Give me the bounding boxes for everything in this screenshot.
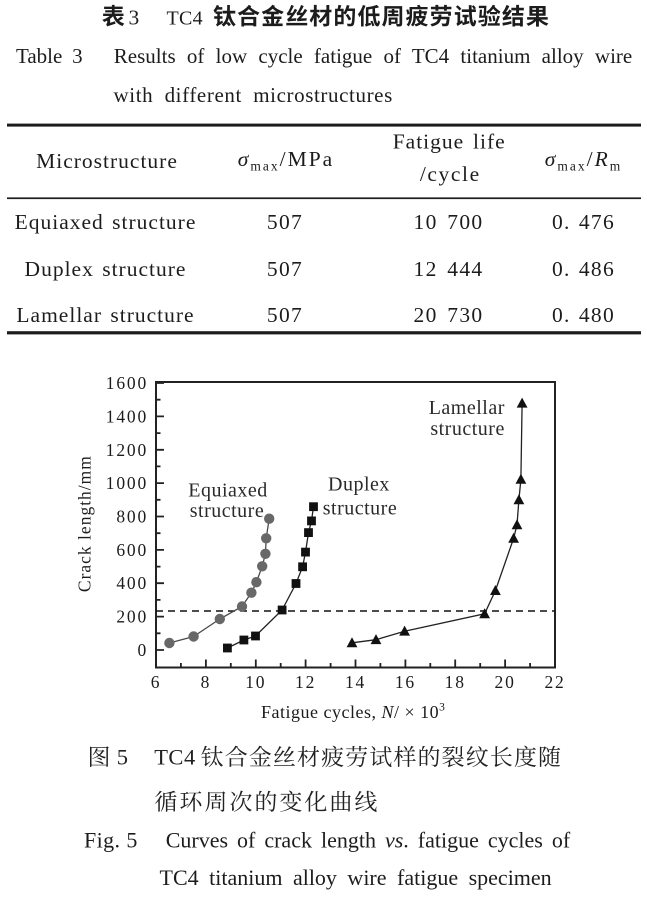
svg-text:structure: structure xyxy=(430,418,504,440)
svg-text:TC4: TC4 xyxy=(167,7,203,29)
svg-text:Crack length/mm: Crack length/mm xyxy=(75,455,95,592)
svg-text:Curves of crack length vs. fat: Curves of crack length vs. fatigue cycle… xyxy=(166,828,571,853)
svg-text:0. 476: 0. 476 xyxy=(552,210,615,234)
svg-text:600: 600 xyxy=(116,540,148,560)
svg-text:400: 400 xyxy=(116,573,148,593)
svg-text:507: 507 xyxy=(267,303,303,327)
svg-text:1200: 1200 xyxy=(106,440,148,460)
svg-text:1400: 1400 xyxy=(106,406,148,426)
svg-text:with different microstructures: with different microstructures xyxy=(114,83,393,107)
svg-text:/cycle: /cycle xyxy=(420,162,481,186)
svg-text:Lamellar structure: Lamellar structure xyxy=(16,303,194,327)
svg-text:Equiaxed: Equiaxed xyxy=(188,480,268,502)
svg-text:Fatigue cycles, N/ × 103: Fatigue cycles, N/ × 103 xyxy=(261,702,445,723)
svg-text:200: 200 xyxy=(116,607,148,627)
svg-text:σmax/MPa: σmax/MPa xyxy=(238,147,334,174)
svg-text:507: 507 xyxy=(267,210,303,234)
svg-text:structure: structure xyxy=(190,500,264,522)
svg-text:10: 10 xyxy=(245,672,266,692)
svg-text:3: 3 xyxy=(129,5,140,29)
svg-text:Equiaxed structure: Equiaxed structure xyxy=(15,210,197,234)
svg-text:TC4 titanium alloy wire fatigu: TC4 titanium alloy wire fatigue specimen xyxy=(160,865,552,890)
svg-text:14: 14 xyxy=(345,672,366,692)
svg-text:σmax/Rm: σmax/Rm xyxy=(545,147,623,174)
svg-text:1000: 1000 xyxy=(106,473,148,493)
svg-text:TC4: TC4 xyxy=(154,745,196,770)
svg-text:800: 800 xyxy=(116,507,148,527)
svg-text:Table 3: Table 3 xyxy=(16,44,83,68)
svg-text:Lamellar: Lamellar xyxy=(429,397,505,419)
svg-text:structure: structure xyxy=(323,497,397,519)
svg-text:507: 507 xyxy=(267,257,303,281)
svg-text:8: 8 xyxy=(201,672,212,692)
svg-text:Duplex: Duplex xyxy=(328,474,390,496)
svg-text:Microstructure: Microstructure xyxy=(36,149,178,173)
svg-text:Fig. 5: Fig. 5 xyxy=(84,828,138,853)
svg-text:5: 5 xyxy=(117,745,128,770)
svg-text:0: 0 xyxy=(137,640,148,660)
svg-text:12: 12 xyxy=(295,672,316,692)
svg-text:20 730: 20 730 xyxy=(414,303,484,327)
svg-text:Duplex structure: Duplex structure xyxy=(25,257,187,281)
svg-text:1600: 1600 xyxy=(106,373,148,393)
svg-text:10 700: 10 700 xyxy=(414,210,484,234)
svg-text:0. 486: 0. 486 xyxy=(552,257,615,281)
svg-text:16: 16 xyxy=(395,672,416,692)
svg-text:0. 480: 0. 480 xyxy=(552,303,615,327)
svg-text:18: 18 xyxy=(445,672,466,692)
svg-text:Fatigue life: Fatigue life xyxy=(393,129,506,153)
svg-text:22: 22 xyxy=(544,672,565,692)
svg-text:12 444: 12 444 xyxy=(414,257,484,281)
svg-text:Results of low cycle fatigue o: Results of low cycle fatigue of TC4 tita… xyxy=(114,44,632,68)
svg-text:6: 6 xyxy=(151,672,162,692)
svg-text:20: 20 xyxy=(495,672,516,692)
